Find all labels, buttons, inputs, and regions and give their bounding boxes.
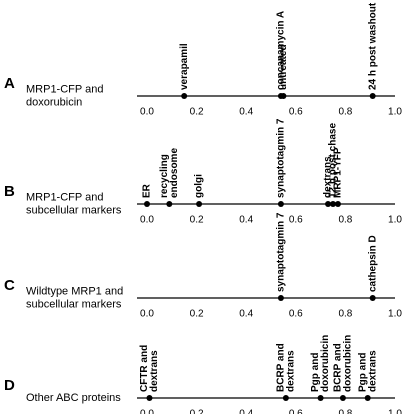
panel-letter: C — [4, 277, 15, 294]
point-label: synaptotagmin 7 — [276, 118, 287, 198]
x-tick-label: 0.6 — [289, 215, 303, 226]
dot — [181, 93, 188, 99]
panel-letter: A — [4, 75, 15, 92]
x-tick-label: 0.0 — [140, 107, 154, 118]
point-label: dextrans — [286, 350, 297, 392]
x-tick-label: 0.2 — [190, 309, 204, 320]
panel-letter: D — [4, 377, 15, 394]
x-tick-label: 0.4 — [239, 215, 253, 226]
x-tick-label: 0.2 — [190, 409, 204, 414]
point-label: dextrans — [149, 350, 160, 392]
x-tick-label: 0.4 — [239, 309, 253, 320]
point-label: untreated — [278, 44, 289, 90]
dot — [280, 93, 287, 99]
point-label: dextrans — [323, 156, 334, 198]
x-tick-label: 0.8 — [338, 215, 352, 226]
x-tick-label: 1.0 — [388, 107, 402, 118]
x-tick-label: 0.4 — [239, 107, 253, 118]
dot — [146, 395, 153, 401]
dot — [369, 93, 376, 99]
point-label: golgi — [194, 174, 205, 198]
dot — [325, 201, 332, 207]
point-label: doxorubicin — [343, 335, 354, 392]
x-tick-label: 0.2 — [190, 215, 204, 226]
x-tick-label: 1.0 — [388, 215, 402, 226]
x-tick-label: 0.0 — [140, 215, 154, 226]
point-label: endosome — [169, 148, 180, 198]
dot — [334, 201, 341, 207]
dot — [277, 201, 284, 207]
x-tick-label: 0.6 — [289, 409, 303, 414]
point-label: verapamil — [179, 43, 190, 90]
dot — [317, 395, 324, 401]
x-tick-label: 0.0 — [140, 309, 154, 320]
x-tick-label: 0.6 — [289, 107, 303, 118]
dot — [364, 395, 371, 401]
point-label: cathepsin D — [367, 235, 378, 292]
point-label: synaptotagmin 7 — [276, 212, 287, 292]
dot — [369, 295, 376, 301]
x-tick-label: 0.0 — [140, 409, 154, 414]
panel-title: doxorubicin — [26, 96, 82, 108]
point-label: BCRP and — [333, 343, 344, 392]
panel-title: Other ABC proteins — [26, 392, 121, 404]
x-tick-label: 0.8 — [338, 107, 352, 118]
point-label: BCRP and — [276, 343, 287, 392]
x-tick-label: 1.0 — [388, 309, 402, 320]
dot — [330, 201, 336, 207]
point-label: 12 h post chase — [328, 123, 339, 198]
x-tick-label: 0.6 — [289, 309, 303, 320]
point-label: recycling — [159, 154, 170, 198]
point-label: concanamycin A — [276, 11, 287, 90]
point-label: MRP1-YFP — [333, 147, 344, 198]
dot — [339, 395, 346, 401]
panel-title: subcellular markers — [26, 204, 122, 216]
x-tick-label: 0.8 — [338, 309, 352, 320]
point-label: Pgp and — [310, 353, 321, 392]
dot — [166, 201, 173, 207]
panel-title: MRP1-CFP and — [26, 83, 103, 95]
dot — [196, 201, 203, 207]
point-label: dextrans — [367, 350, 378, 392]
point-label: 24 h post washout — [367, 2, 378, 90]
dot — [277, 295, 284, 301]
point-label: Pgp and — [357, 353, 368, 392]
panel-title: MRP1-CFP and — [26, 191, 103, 203]
point-label: doxorubicin — [320, 335, 331, 392]
panel-title: Wildtype MRP1 and — [26, 285, 123, 297]
dot — [282, 395, 289, 401]
point-label: CFTR and — [139, 345, 150, 392]
point-label: ER — [142, 183, 153, 198]
x-tick-label: 0.2 — [190, 107, 204, 118]
x-tick-label: 0.4 — [239, 409, 253, 414]
dot — [144, 201, 150, 207]
panel-title: subcellular markers — [26, 298, 122, 310]
x-tick-label: 1.0 — [388, 409, 402, 414]
x-tick-label: 0.8 — [338, 409, 352, 414]
panel-letter: B — [4, 183, 15, 200]
